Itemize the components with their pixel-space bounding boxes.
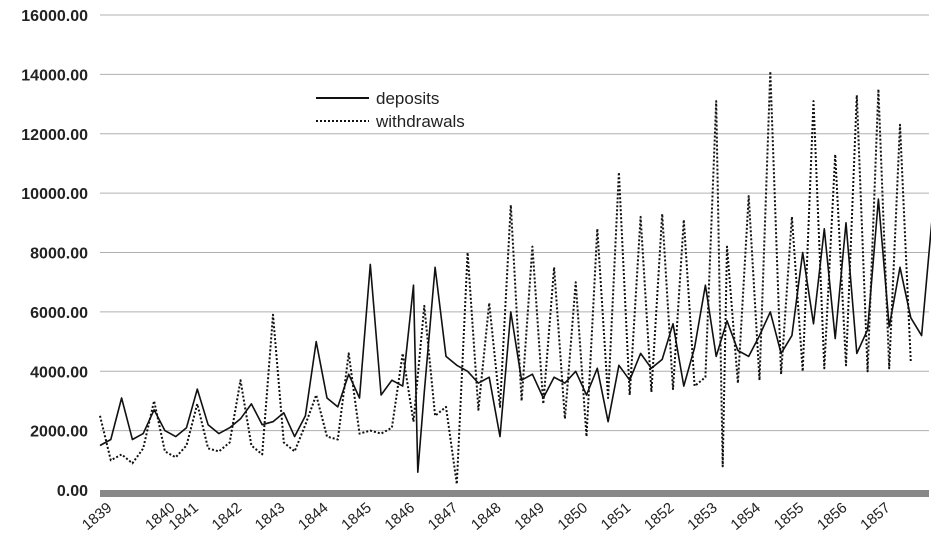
- y-tick-label: 10000.00: [21, 186, 88, 203]
- series-deposits-line: [99, 198, 931, 473]
- y-tick-label: 16000.00: [21, 8, 88, 25]
- x-axis-bar: [100, 490, 929, 497]
- x-tick-label: 1857: [857, 499, 893, 533]
- x-tick-label: 1844: [295, 499, 331, 533]
- y-tick-label: 8000.00: [30, 246, 88, 263]
- x-tick-label: 1856: [814, 499, 850, 533]
- y-tick-label: 12000.00: [21, 127, 88, 144]
- x-tick-label: 1851: [598, 499, 634, 533]
- x-tick-label: 1853: [684, 499, 720, 533]
- legend: deposits withdrawals: [316, 89, 465, 131]
- legend-label-deposits: deposits: [376, 89, 439, 108]
- y-axis-tick-labels: 0.00 2000.00 4000.00 6000.00 8000.00 10000.00…: [21, 8, 88, 500]
- y-tick-label: 14000.00: [21, 67, 88, 84]
- x-tick-label: 1849: [511, 499, 547, 533]
- x-tick-label: 1855: [771, 499, 807, 533]
- gridlines: [100, 14, 929, 432]
- y-tick-label: 6000.00: [30, 305, 88, 322]
- x-tick-label: 1854: [728, 499, 764, 533]
- x-tick-label: 1852: [641, 499, 677, 533]
- series-lines: [99, 70, 931, 486]
- series-withdrawals-line: [99, 70, 912, 486]
- y-tick-label: 4000.00: [30, 364, 88, 381]
- y-tick-label: 2000.00: [30, 424, 88, 441]
- y-tick-label: 0.00: [57, 483, 88, 500]
- x-tick-label: 1845: [338, 499, 374, 533]
- x-tick-label: 1847: [425, 499, 461, 533]
- legend-label-withdrawals: withdrawals: [375, 112, 465, 131]
- x-tick-label: 1846: [382, 499, 418, 533]
- x-tick-label: 1842: [209, 499, 245, 533]
- x-tick-label: 1848: [468, 499, 504, 533]
- x-tick-label: 1843: [252, 499, 288, 533]
- x-tick-label: 1850: [555, 499, 591, 533]
- x-tick-label: 1839: [79, 499, 115, 533]
